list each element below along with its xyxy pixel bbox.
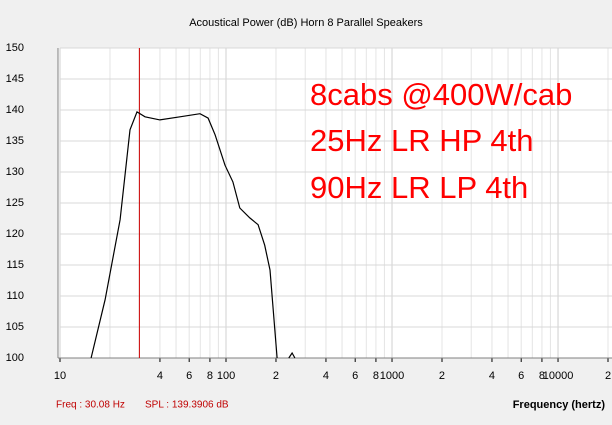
y-tick-label: 120 [6,228,24,240]
x-tick-label: 8 [373,370,379,382]
y-tick-label: 150 [6,42,24,54]
y-tick-label: 105 [6,321,24,333]
y-tick-label: 110 [6,290,24,302]
y-tick-label: 115 [6,259,24,271]
annotation: 25Hz LR HP 4th [310,123,533,158]
y-tick-label: 125 [6,197,24,209]
y-tick-label: 130 [6,166,24,178]
status-freq: Freq : 30.08 Hz [56,400,125,411]
x-tick-label: 1000 [380,370,404,382]
x-tick-label: 10000 [543,370,574,382]
y-tick-label: 100 [6,352,24,364]
x-tick-label: 2 [605,370,611,382]
annotation: 90Hz LR LP 4th [310,170,528,205]
x-axis-title: Frequency (hertz) [513,399,606,411]
x-tick-label: 10 [54,370,66,382]
series-line [90,111,296,359]
y-tick-label: 135 [6,135,24,147]
x-tick-label: 4 [489,370,495,382]
y-tick-label: 140 [6,104,24,116]
x-tick-label: 2 [439,370,445,382]
y-tick-label: 145 [6,73,24,85]
x-tick-label: 6 [352,370,358,382]
status-spl: SPL : 139.3906 dB [145,400,229,411]
annotation: 8cabs @400W/cab [310,77,572,112]
x-tick-label: 8 [207,370,213,382]
x-tick-label: 4 [157,370,163,382]
x-tick-label: 100 [217,370,235,382]
x-tick-label: 2 [273,370,279,382]
x-tick-label: 6 [518,370,524,382]
x-tick-label: 6 [186,370,192,382]
chart-title: Acoustical Power (dB) Horn 8 Parallel Sp… [189,17,423,29]
x-tick-label: 8 [539,370,545,382]
x-tick-label: 4 [323,370,329,382]
